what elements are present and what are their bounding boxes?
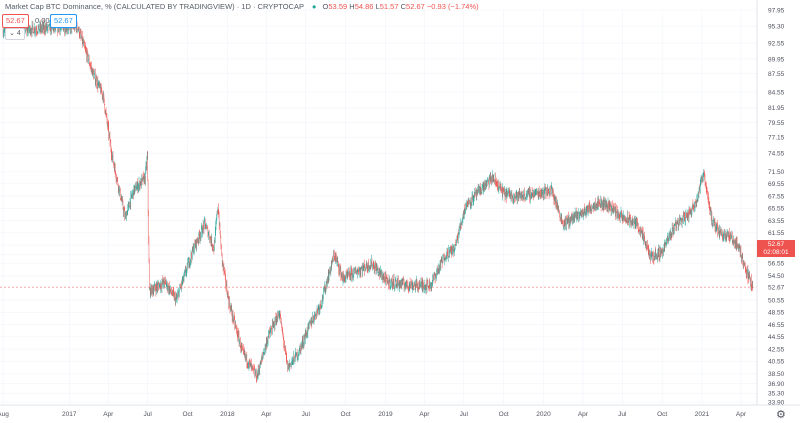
x-tick-label: Oct xyxy=(657,411,667,418)
y-tick-label: 38.50 xyxy=(768,371,785,378)
y-tick-label: 81.95 xyxy=(768,105,785,112)
x-tick-label: Jul xyxy=(144,411,153,418)
high-value: 54.86 xyxy=(354,2,374,11)
y-tick-label: 92.55 xyxy=(768,40,785,47)
y-tick-label: 95.30 xyxy=(768,24,785,31)
y-tick-label: 84.55 xyxy=(768,89,785,96)
y-tick-label: 50.55 xyxy=(768,297,785,304)
y-tick-label: 48.55 xyxy=(768,310,785,317)
low-value: 51.57 xyxy=(379,2,399,11)
close-label: C xyxy=(400,2,407,11)
x-tick-label: Apr xyxy=(419,411,430,418)
current-value-box[interactable]: 52.67 xyxy=(2,14,29,28)
chevron-down-icon: ⌄ xyxy=(9,30,15,37)
y-tick-label: 36.90 xyxy=(768,381,785,388)
bar-countdown: 02:08:01 xyxy=(763,248,789,256)
x-tick-label: 2020 xyxy=(536,411,551,418)
open-label: O xyxy=(322,2,329,11)
x-tick-label: Apr xyxy=(103,411,114,418)
legend-title: Market Cap BTC Dominance, % (CALCULATED … xyxy=(5,2,304,11)
y-tick-label: 61.55 xyxy=(768,230,785,237)
y-tick-label: 54.50 xyxy=(768,273,785,280)
y-tick-label: 65.55 xyxy=(768,206,785,213)
y-tick-label: 52.67 xyxy=(768,284,785,291)
time-axis[interactable]: Aug 2017 Apr Jul Oct 2018 Apr Jul Oct 2019 Apr Jul O… xyxy=(0,411,747,418)
y-tick-label: 44.55 xyxy=(768,334,785,341)
x-tick-label: 2018 xyxy=(220,411,235,418)
x-tick-label: Jul xyxy=(618,411,627,418)
y-tick-label: 46.55 xyxy=(768,322,785,329)
high-label: H xyxy=(349,2,355,11)
status-dot-icon: ● xyxy=(311,2,317,11)
x-tick-label: 2019 xyxy=(378,411,393,418)
x-tick-label: Oct xyxy=(341,411,351,418)
y-tick-label: 77.15 xyxy=(768,135,785,142)
x-tick-label: Apr xyxy=(736,411,747,418)
x-tick-label: Aug xyxy=(0,411,9,418)
low-label: L xyxy=(375,2,380,11)
y-tick-label: 67.55 xyxy=(768,193,785,200)
candles xyxy=(2,18,753,384)
y-tick-label: 56.55 xyxy=(768,261,785,268)
x-tick-label: Apr xyxy=(261,411,272,418)
y-tick-label: 79.55 xyxy=(768,120,785,127)
gear-icon[interactable]: ⚙ xyxy=(776,409,786,421)
y-tick-label: 63.55 xyxy=(768,218,785,225)
y-tick-label: 74.55 xyxy=(768,151,785,158)
last-price-tag: 52.67 02:08:01 xyxy=(757,240,795,257)
x-tick-label: Oct xyxy=(182,411,192,418)
x-tick-label: 2021 xyxy=(695,411,710,418)
y-tick-label: 35.30 xyxy=(768,391,785,398)
last-price-value: 52.67 xyxy=(767,241,785,248)
collapse-indicators-button[interactable]: ⌄ 4 xyxy=(5,28,25,40)
chart-legend: Market Cap BTC Dominance, % (CALCULATED … xyxy=(5,2,479,11)
compare-value-box[interactable]: 52.67 xyxy=(50,14,77,28)
y-tick-label: 89.95 xyxy=(768,56,785,63)
y-tick-label: 42.55 xyxy=(768,346,785,353)
x-tick-label: 2017 xyxy=(62,411,77,418)
x-tick-label: Jul xyxy=(460,411,469,418)
y-tick-label: 33.90 xyxy=(768,399,785,406)
y-tick-label: 71.50 xyxy=(768,169,785,176)
open-value: 53.59 xyxy=(328,2,348,11)
grid-lines xyxy=(0,9,757,405)
y-tick-label: 97.95 xyxy=(768,7,785,14)
x-tick-label: Oct xyxy=(499,411,509,418)
change-value: −0.93 (−1.74%) xyxy=(426,2,479,11)
close-value: 52.67 xyxy=(406,2,425,11)
x-tick-label: Apr xyxy=(578,411,589,418)
y-tick-label: 69.55 xyxy=(768,181,785,188)
price-axis[interactable]: 97.95 95.30 92.55 89.95 87.55 84.55 81.95 79.55… xyxy=(768,7,785,406)
x-tick-label: Jul xyxy=(302,411,311,418)
y-tick-label: 40.55 xyxy=(768,359,785,366)
zero-value: 0.00 xyxy=(35,16,50,25)
indicator-count: 4 xyxy=(16,30,21,37)
y-tick-label: 87.55 xyxy=(768,71,785,78)
